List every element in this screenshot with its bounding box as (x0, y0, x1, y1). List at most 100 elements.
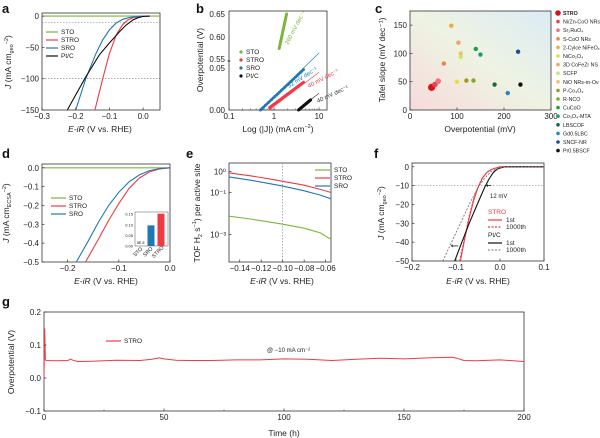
y-axis-label: Tafel slope (mV dec⁻¹) (377, 17, 387, 102)
legend-swatch-stro (239, 58, 243, 62)
inset-bar-sro (147, 225, 155, 246)
inset-category-label: STO (132, 246, 144, 258)
data-point (458, 54, 463, 60)
arrow-icon (485, 184, 488, 188)
y-tick-label: 0.0 (30, 374, 42, 383)
axis-break-mark: ≈ (227, 59, 231, 65)
series-line-sro (228, 176, 332, 200)
fit-line-stro (268, 71, 320, 111)
legend-label-stro: STRO (124, 338, 142, 345)
x-tick-label: 0.0 (164, 264, 176, 273)
legend-label: 3D CoFeZr NS (563, 63, 598, 69)
plot-frame (409, 10, 552, 111)
panel-a: −0.3 −0.2 −0.1 0.0 0 −50 −100 −150 STO STRO SRO… (3, 12, 161, 134)
legend-swatch (556, 148, 560, 153)
legend-swatch (556, 97, 560, 101)
data-point (473, 46, 478, 52)
legend-label: STRO (563, 11, 578, 17)
data-point (518, 82, 523, 87)
legend-group-stro: STRO (488, 209, 506, 216)
panel-label-c: c (375, 1, 382, 16)
y-tick-label: −20 (395, 200, 409, 209)
x-tick-label: −0.08 (294, 264, 315, 273)
y-tick-label: −0.1 (25, 407, 41, 416)
x-axis-label: E-iR (V vs. RHE) (68, 124, 132, 134)
legend-swatch-sto (239, 50, 243, 54)
x-axis-label: E-iR (V vs. RHE) (74, 276, 138, 286)
x-tick-label: −0.2 (404, 263, 420, 272)
x-tick-label: 1 (272, 112, 277, 121)
legend-group-ptc: Pt/C (488, 232, 501, 239)
y-tick-label: −150 (21, 106, 40, 115)
panel-b: 0.1 1 10 0.65 0.60 0.55 0.05 0.00 ≈ STO ST… (195, 10, 350, 134)
x-tick-label: 200 (517, 413, 531, 422)
x-axis-label: Overpotential (mV) (444, 124, 515, 134)
data-point-sro (301, 68, 305, 72)
series-line-stro (94, 15, 150, 111)
y-axis-label: TOF H2 s−1) per active site (192, 163, 204, 262)
legend-swatch (556, 62, 560, 67)
inset-bar-stro (157, 213, 165, 246)
y-tick-label: 0 (35, 12, 40, 21)
legend-label: Co₃O₄-MTA (563, 114, 591, 120)
legend-label-sro: SRO (334, 183, 348, 190)
x-tick-label: 200 (497, 112, 511, 121)
x-tick-label: −0.12 (251, 264, 272, 273)
legend-label-sro: SRO (61, 45, 75, 52)
legend: STO STRO SRO (315, 167, 352, 190)
series-line-sro (75, 15, 144, 111)
x-tick-label: −0.1 (111, 264, 127, 273)
legend-swatch (556, 80, 560, 84)
y-tick-label: 0 (403, 106, 408, 115)
inset-category-label: STRO (151, 245, 166, 260)
legend: STRO 1st 1000th Pt/C 1st 1000th (488, 209, 526, 254)
legend-label-sto: STO (246, 49, 259, 56)
legend-label-stro-1st: 1st (506, 217, 515, 224)
legend-label: NiCo₂O₄ (563, 54, 583, 60)
legend-label: SNCF-NR (563, 140, 587, 146)
x-axis-label: E-iR (V vs. RHE) (446, 276, 510, 286)
legend-label-stro: STRO (69, 203, 87, 210)
data-point-sto (285, 12, 289, 16)
y-tick-label: −0.3 (23, 220, 39, 229)
legend-label-ptc: Pt/C (61, 53, 74, 60)
data-point (456, 40, 461, 45)
legend-swatch (556, 88, 560, 93)
data-point (505, 90, 510, 96)
fit-line-sro (260, 52, 320, 111)
data-point (435, 78, 442, 84)
tafel-label-sto: 260 mV dec⁻¹ (284, 10, 307, 46)
x-tick-label: −0.1 (448, 263, 464, 272)
plot-frame (43, 311, 525, 412)
x-tick-label: 0.0 (138, 112, 150, 121)
x-tick-label: 300 (544, 112, 558, 121)
y-tick: 0.65 (209, 10, 225, 19)
series-line-sro (75, 167, 171, 263)
data-point (515, 49, 521, 54)
x-tick-label: −0.10 (273, 264, 294, 273)
legend-label-sto: STO (61, 29, 74, 36)
x-tick-label: 150 (397, 413, 411, 422)
legend-swatch (556, 71, 560, 75)
inset-y-tick: 0.10 (125, 222, 134, 227)
legend-label: R-NCO (563, 97, 580, 103)
legend-label-sto: STO (69, 195, 82, 202)
y-tick-label: −10 (395, 182, 409, 191)
plot-frame (41, 163, 171, 263)
legend-swatch (556, 114, 560, 118)
legend-label: SCFP (563, 71, 578, 77)
legend-label: 2-Cylce NiFeOₓ (563, 45, 600, 51)
y-tick-label: 50 (398, 78, 407, 87)
legend-label: CuCoO (563, 106, 581, 112)
plot-frame (228, 162, 332, 263)
fit-line-ptc (297, 92, 320, 111)
y-tick: 0.60 (209, 33, 225, 42)
y-tick-label: 0.0 (28, 164, 40, 173)
legend-swatch (556, 37, 560, 41)
legend-label-sro: SRO (246, 65, 260, 72)
legend-label: Ni/Zn-CoO NRs (563, 20, 600, 26)
legend-swatch (556, 140, 560, 144)
legend-label: Sr₂RuO₄ (563, 28, 583, 34)
